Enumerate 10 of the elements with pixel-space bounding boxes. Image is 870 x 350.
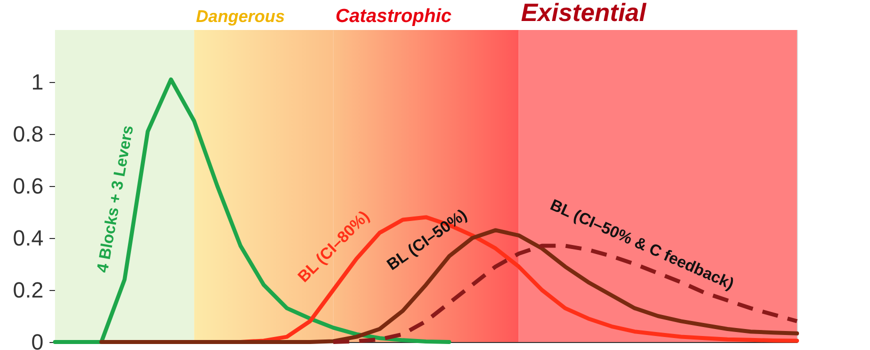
text: 4 Blocks + 3 Levers xyxy=(94,124,138,274)
y-tick-label: 0.4 xyxy=(12,226,44,250)
text: Catastrophic xyxy=(335,6,452,27)
text: Dangerous xyxy=(196,7,285,26)
y-tick-label: 0 xyxy=(31,330,44,350)
text: Existential xyxy=(520,0,648,27)
y-tick-label: 0.6 xyxy=(12,174,44,198)
y-tick-label: 0.8 xyxy=(12,122,44,146)
y-tick-label: 1 xyxy=(31,70,44,94)
y-tick-label: 0.2 xyxy=(12,278,44,302)
